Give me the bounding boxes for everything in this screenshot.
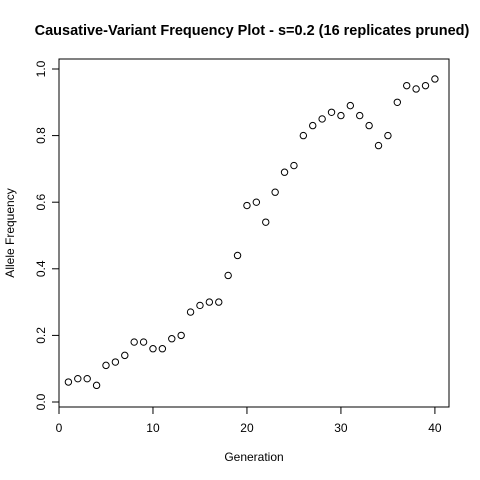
data-point bbox=[299, 131, 308, 140]
data-point bbox=[384, 131, 392, 140]
data-point bbox=[196, 301, 204, 310]
data-point bbox=[224, 271, 232, 280]
data-point bbox=[205, 298, 214, 306]
data-point bbox=[64, 378, 73, 386]
data-point bbox=[374, 141, 383, 150]
data-point bbox=[121, 351, 129, 360]
x-axis: 0 10 20 30 40 bbox=[56, 407, 442, 435]
data-point bbox=[271, 188, 279, 196]
data-point bbox=[421, 81, 430, 90]
data-point bbox=[83, 374, 91, 383]
data-point bbox=[403, 81, 411, 90]
data-point bbox=[318, 115, 326, 123]
data-point bbox=[215, 298, 223, 306]
x-tick-label: 10 bbox=[146, 421, 160, 435]
y-tick-label: 0.8 bbox=[34, 127, 48, 144]
data-point bbox=[111, 358, 120, 366]
x-tick-label: 0 bbox=[56, 421, 63, 435]
data-point bbox=[431, 75, 439, 83]
y-tick-label: 1.0 bbox=[34, 60, 48, 77]
data-point bbox=[290, 161, 298, 170]
data-point bbox=[130, 338, 138, 346]
x-tick-label: 30 bbox=[334, 421, 348, 435]
data-point bbox=[252, 198, 261, 206]
data-point bbox=[309, 121, 317, 130]
data-point bbox=[177, 331, 185, 340]
data-point bbox=[365, 121, 373, 130]
data-point bbox=[102, 361, 110, 370]
data-point bbox=[92, 381, 101, 390]
y-tick-label: 0.0 bbox=[34, 393, 48, 410]
data-point bbox=[393, 98, 402, 106]
data-point bbox=[243, 201, 251, 210]
y-tick-label: 0.4 bbox=[34, 260, 48, 277]
x-tick-label: 20 bbox=[240, 421, 254, 435]
data-point bbox=[327, 108, 336, 116]
y-axis-label: Allele Frequency bbox=[3, 188, 17, 277]
data-points bbox=[64, 75, 439, 390]
data-point bbox=[280, 168, 289, 176]
y-tick-label: 0.6 bbox=[34, 194, 48, 211]
data-point bbox=[158, 345, 167, 353]
data-point bbox=[74, 374, 82, 383]
y-axis: 0.0 0.2 0.4 0.6 0.8 1.0 bbox=[34, 60, 59, 410]
x-axis-label: Generation bbox=[224, 450, 283, 464]
data-point bbox=[168, 335, 176, 343]
data-point bbox=[262, 218, 270, 226]
plot-frame bbox=[58, 58, 450, 408]
data-point bbox=[186, 308, 195, 316]
x-tick-label: 40 bbox=[428, 421, 442, 435]
data-point bbox=[346, 101, 355, 110]
data-point bbox=[233, 251, 242, 260]
data-point bbox=[139, 338, 148, 346]
chart-title: Causative-Variant Frequency Plot - s=0.2… bbox=[35, 23, 470, 39]
data-point bbox=[337, 111, 345, 120]
data-point bbox=[149, 345, 157, 353]
y-tick-label: 0.2 bbox=[34, 327, 48, 344]
data-point bbox=[412, 85, 420, 93]
data-point bbox=[356, 111, 364, 120]
